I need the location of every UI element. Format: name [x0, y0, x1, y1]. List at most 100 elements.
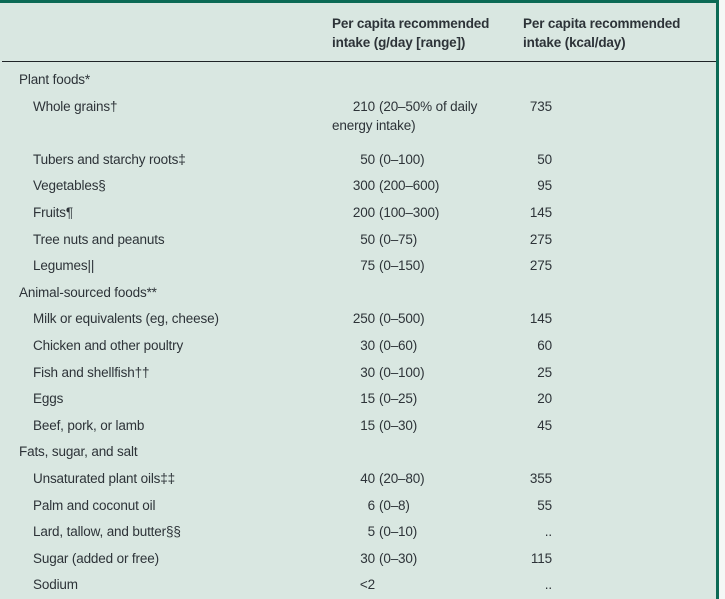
gday-range: (0–100)	[379, 151, 425, 167]
kcal-value: 735	[529, 98, 552, 114]
gday-value: 40 (20–80)	[332, 466, 502, 493]
gday-number: 30	[360, 550, 375, 566]
gday-value: 50 (0–100)	[332, 147, 502, 174]
gday-number: 40	[360, 470, 375, 486]
gday-range: (0–10)	[379, 524, 418, 540]
kcal-value: 145	[529, 204, 552, 220]
table-content: Per capita recommended intake (g/day [ra…	[0, 3, 716, 599]
kcal-value: 95	[537, 178, 552, 194]
table-row: Eggs 15 (0–25) 20	[0, 386, 716, 413]
table-row: Vegetables§ 300 (200–600) 95	[0, 173, 716, 200]
kcal-value: 45	[537, 417, 552, 433]
gday-number: 6	[367, 497, 376, 513]
kcal-value: 25	[537, 364, 552, 380]
section-row: Plant foods*	[0, 67, 716, 94]
kcal-value: 20	[537, 391, 552, 407]
row-label: Tubers and starchy roots‡	[33, 151, 186, 167]
gday-number: 300	[352, 178, 375, 194]
row-label: Animal-sourced foods**	[19, 284, 157, 300]
gday-value	[332, 439, 502, 466]
header-gday-column: Per capita recommended intake (g/day [ra…	[332, 16, 490, 50]
table-row: Sugar (added or free) 30 (0–30) 115	[0, 546, 716, 573]
gday-value: 30 (0–100)	[332, 360, 502, 387]
gday-range: (0–500)	[379, 311, 425, 327]
table-row: Chicken and other poultry 30 (0–60) 60	[0, 333, 716, 360]
gday-number: 75	[360, 258, 375, 274]
gday-range: (0–75)	[379, 231, 418, 247]
row-label: Whole grains†	[33, 98, 118, 114]
gday-range: (0–8)	[379, 497, 410, 513]
table-row: Legumes|| 75 (0–150) 275	[0, 253, 716, 280]
gday-value: 75 (0–150)	[332, 253, 502, 280]
gday-range: (200–600)	[379, 178, 440, 194]
header-kcal-column: Per capita recommended intake (kcal/day)	[523, 16, 681, 50]
table-row: Lard, tallow, and butter§§ 5 (0–10) ..	[0, 519, 716, 546]
kcal-value: 275	[529, 258, 552, 274]
row-label: Sodium	[33, 577, 78, 593]
gday-value: 5 (0–10)	[332, 519, 502, 546]
kcal-value: 145	[529, 311, 552, 327]
table-body: Plant foods* Whole grains† 210 (20–50% of…	[0, 62, 716, 599]
table-row: Tree nuts and peanuts 50 (0–75) 275	[0, 227, 716, 254]
gday-number: 30	[360, 337, 375, 353]
row-label: Chicken and other poultry	[33, 337, 184, 353]
table-row: Unsaturated plant oils‡‡ 40 (20–80) 355	[0, 466, 716, 493]
row-label: Vegetables§	[33, 178, 106, 194]
kcal-value: 50	[537, 151, 552, 167]
section-row: Animal-sourced foods**	[0, 280, 716, 307]
row-label: Beef, pork, or lamb	[33, 417, 145, 433]
kcal-value: ..	[544, 524, 552, 540]
gday-value: <2	[332, 572, 502, 599]
table-header-row: Per capita recommended intake (g/day [ra…	[2, 3, 716, 62]
kcal-value: ..	[544, 577, 552, 593]
table-row: Milk or equivalents (eg, cheese) 250 (0–5…	[0, 306, 716, 333]
gday-number: 50	[360, 231, 375, 247]
gday-range: (0–100)	[379, 364, 425, 380]
gday-number: 210	[352, 99, 375, 115]
row-label: Plant foods*	[19, 72, 90, 87]
row-label: Lard, tallow, and butter§§	[33, 524, 181, 540]
kcal-value: 60	[537, 337, 552, 353]
gday-range: (100–300)	[379, 204, 440, 220]
row-label: Milk or equivalents (eg, cheese)	[33, 311, 219, 327]
gday-value: 250 (0–500)	[332, 306, 502, 333]
gday-value: 30 (0–60)	[332, 333, 502, 360]
gday-range: (0–150)	[379, 258, 425, 274]
gday-number: 250	[352, 311, 375, 327]
gday-value: 15 (0–30)	[332, 413, 502, 440]
row-label: Fruits¶	[33, 204, 73, 220]
table-row: Palm and coconut oil 6 (0–8) 55	[0, 493, 716, 520]
gday-value: 300 (200–600)	[332, 173, 502, 200]
row-label: Sugar (added or free)	[33, 550, 159, 566]
gday-value: 15 (0–25)	[332, 386, 502, 413]
gday-range: (0–25)	[379, 391, 418, 407]
gday-range: (20–50% of daily energy intake)	[332, 99, 478, 134]
row-label: Fish and shellfish††	[33, 364, 150, 380]
gday-number: 5	[367, 524, 376, 540]
kcal-value: 355	[529, 470, 552, 486]
section-row: Fats, sugar, and salt	[0, 439, 716, 466]
gday-range: (0–60)	[379, 337, 418, 353]
kcal-value: 55	[537, 497, 552, 513]
gday-value: 50 (0–75)	[332, 227, 502, 254]
gday-number: <2	[359, 577, 375, 593]
figure-right-margin	[716, 0, 725, 599]
kcal-value: 275	[529, 231, 552, 247]
gday-value: 200 (100–300)	[332, 200, 502, 227]
gday-range: (0–30)	[379, 417, 418, 433]
gday-number: 200	[352, 204, 375, 220]
gday-number: 15	[360, 417, 375, 433]
gday-value: 210 (20–50% of daily energy intake)	[332, 94, 502, 136]
gday-value: 6 (0–8)	[332, 493, 502, 520]
gday-value	[332, 280, 502, 307]
table-row: Whole grains† 210 (20–50% of daily energy…	[0, 94, 716, 147]
gday-range: (20–80)	[379, 470, 425, 486]
row-label: Tree nuts and peanuts	[33, 231, 165, 247]
row-label: Palm and coconut oil	[33, 497, 156, 513]
table-row: Fruits¶ 200 (100–300) 145	[0, 200, 716, 227]
table-row: Beef, pork, or lamb 15 (0–30) 45	[0, 413, 716, 440]
gday-number: 30	[360, 364, 375, 380]
gday-range: (0–30)	[379, 550, 418, 566]
row-label: Eggs	[33, 391, 64, 407]
